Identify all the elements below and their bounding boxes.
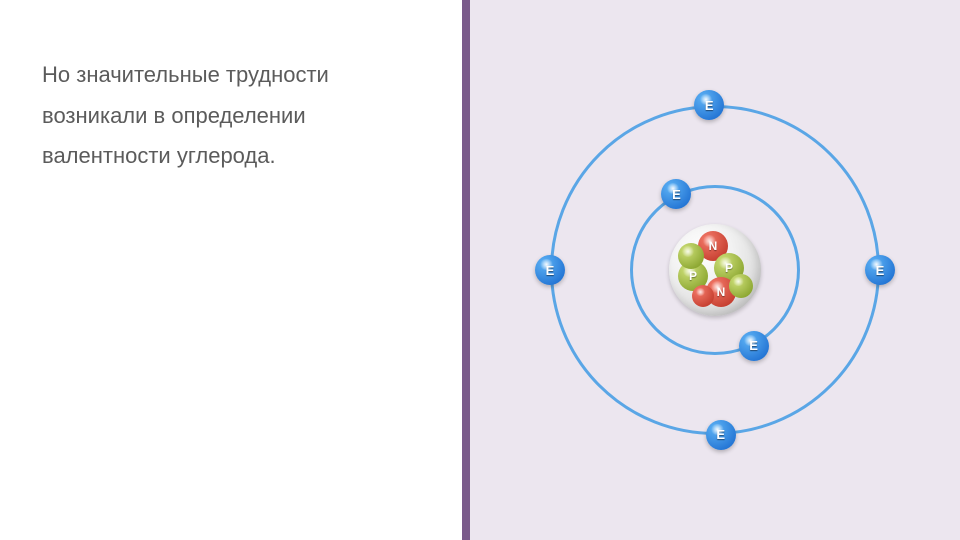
right-panel: NPPNEEEEEE — [470, 0, 960, 540]
nucleon — [678, 243, 704, 269]
nucleon — [729, 274, 753, 298]
electron: E — [535, 255, 565, 285]
electron: E — [739, 331, 769, 361]
nucleon — [692, 285, 714, 307]
left-panel: Но значительные трудности возникали в оп… — [0, 0, 460, 540]
slide: Но значительные трудности возникали в оп… — [0, 0, 960, 540]
electron: E — [706, 420, 736, 450]
body-text: Но значительные трудности возникали в оп… — [42, 55, 418, 177]
atom-diagram: NPPNEEEEEE — [525, 80, 905, 460]
vertical-divider — [462, 0, 470, 540]
electron: E — [865, 255, 895, 285]
